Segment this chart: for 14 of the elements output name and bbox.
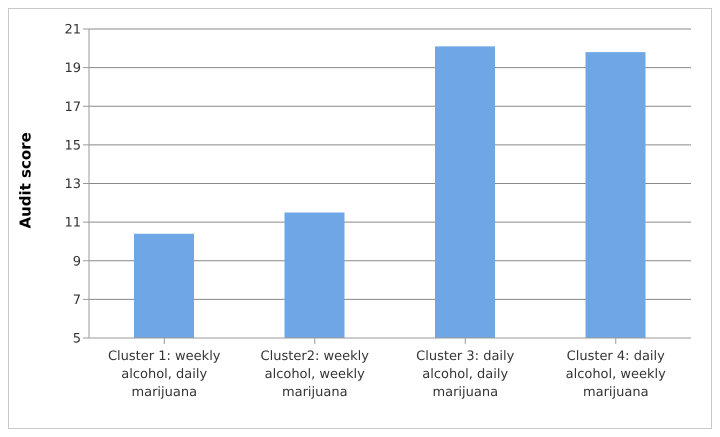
y-tick-label: 11 — [64, 216, 81, 231]
y-tick-label: 15 — [64, 138, 81, 154]
x-tick-label: Cluster 1: weekly alcohol, daily marijuana — [108, 349, 221, 400]
y-tick-label: 21 — [64, 22, 81, 38]
y-tick-label: 13 — [64, 177, 81, 192]
y-tick-label: 19 — [64, 61, 81, 76]
y-tick-label: 17 — [64, 100, 81, 115]
y-tick-label: 5 — [72, 332, 81, 347]
x-tick-label: Cluster2: weekly alcohol, weekly marijuana — [260, 349, 370, 400]
x-tick-label: Cluster 4: daily alcohol, weekly marijuana — [566, 349, 666, 400]
y-tick-label: 9 — [72, 254, 81, 270]
y-axis-title: Audit score — [16, 132, 34, 228]
y-tick-label: 7 — [72, 292, 81, 308]
x-tick-label: Cluster 3: daily alcohol, daily marijuana — [416, 349, 515, 400]
